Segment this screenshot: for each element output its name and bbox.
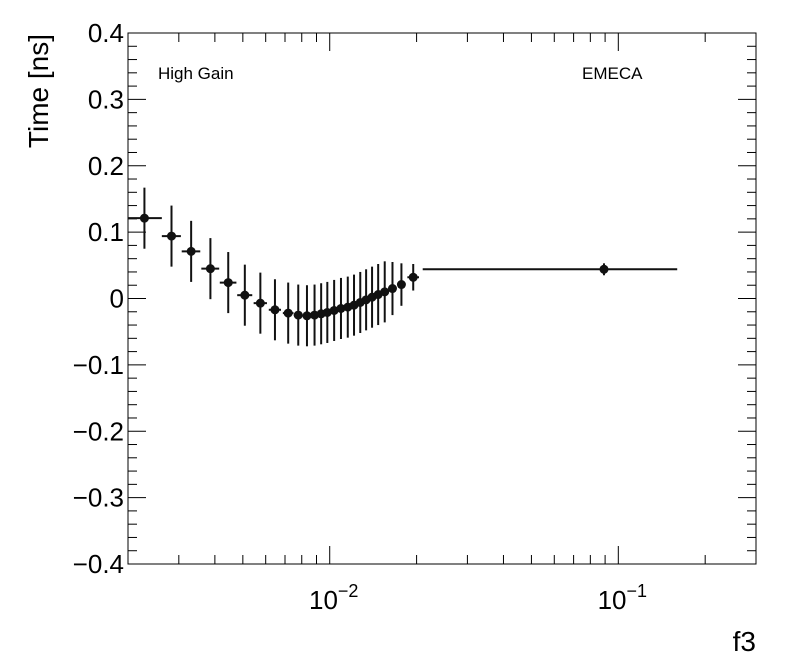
annotation-high-gain: High Gain: [158, 64, 234, 83]
data-point: [329, 279, 339, 341]
data-point: [282, 282, 294, 344]
point-marker: [322, 307, 332, 317]
data-point: [268, 279, 282, 341]
annotation-detector: EMECA: [582, 64, 643, 83]
point-marker: [205, 264, 215, 274]
y-tick-label: 0.2: [88, 151, 124, 181]
point-marker: [380, 287, 390, 297]
point-marker: [223, 278, 233, 288]
point-marker: [387, 284, 397, 294]
data-point: [161, 205, 181, 267]
point-marker: [186, 246, 196, 256]
point-marker: [408, 272, 418, 282]
point-marker: [270, 305, 280, 315]
y-tick-label: −0.1: [73, 350, 124, 380]
data-point: [373, 263, 383, 326]
data-point: [302, 285, 312, 347]
point-marker: [302, 311, 312, 321]
data-point: [128, 187, 162, 249]
data-point: [293, 284, 303, 346]
y-tick-label: −0.4: [73, 549, 124, 579]
data-point: [219, 252, 237, 314]
y-tick-label: 0.4: [88, 18, 124, 48]
point-marker: [240, 290, 250, 300]
y-axis-title: Time [ns]: [23, 34, 54, 148]
data-point: [237, 264, 253, 326]
point-marker: [255, 298, 265, 308]
y-tick-label: −0.3: [73, 483, 124, 513]
y-tick-label: 0.1: [88, 217, 124, 247]
data-point: [322, 281, 332, 343]
point-marker: [396, 280, 406, 290]
x-tick-label: 10−2: [309, 581, 358, 615]
point-marker: [283, 308, 293, 318]
point-marker: [293, 310, 303, 320]
x-axis-title: f3: [733, 626, 756, 657]
point-marker: [139, 213, 149, 223]
data-point: [387, 261, 397, 316]
data-point: [201, 238, 220, 300]
plot-frame: [127, 32, 757, 565]
x-tick-label: 10−1: [598, 581, 647, 615]
data-point: [396, 263, 406, 306]
data-point: [407, 263, 420, 291]
y-tick-label: 0.3: [88, 84, 124, 114]
y-tick-label: −0.2: [73, 416, 124, 446]
point-marker: [329, 305, 339, 315]
data-point: [380, 261, 390, 323]
data-point: [181, 220, 201, 282]
point-marker: [336, 303, 346, 313]
data-point: [336, 277, 346, 339]
data-point: [422, 263, 678, 276]
point-marker: [167, 231, 177, 241]
data-point: [253, 272, 267, 334]
point-marker: [599, 264, 609, 274]
y-tick-label: 0: [110, 284, 124, 314]
